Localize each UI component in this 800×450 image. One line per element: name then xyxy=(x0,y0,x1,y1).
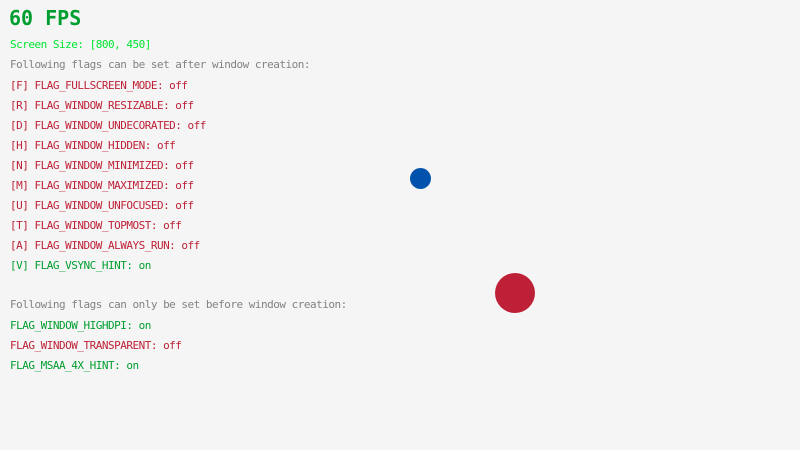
flag-window-always-run: [A] FLAG_WINDOW_ALWAYS_RUN: off xyxy=(10,239,200,252)
flag-window-highdpi: FLAG_WINDOW_HIGHDPI: on xyxy=(10,319,151,332)
blue-ball xyxy=(410,168,431,189)
section-heading-after-creation: Following flags can be set after window … xyxy=(10,58,311,71)
flag-window-maximized: [M] FLAG_WINDOW_MAXIMIZED: off xyxy=(10,179,194,192)
red-ball xyxy=(495,273,535,313)
flag-window-unfocused: [U] FLAG_WINDOW_UNFOCUSED: off xyxy=(10,199,194,212)
flag-fullscreen-mode: [F] FLAG_FULLSCREEN_MODE: off xyxy=(10,79,188,92)
flag-window-undecorated: [D] FLAG_WINDOW_UNDECORATED: off xyxy=(10,119,206,132)
section-heading-before-creation: Following flags can only be set before w… xyxy=(10,298,347,311)
flag-window-hidden: [H] FLAG_WINDOW_HIDDEN: off xyxy=(10,139,176,152)
flag-vsync-hint: [V] FLAG_VSYNC_HINT: on xyxy=(10,259,151,272)
flag-window-resizable: [R] FLAG_WINDOW_RESIZABLE: off xyxy=(10,99,194,112)
flag-msaa-4x-hint: FLAG_MSAA_4X_HINT: on xyxy=(10,359,139,372)
flag-window-minimized: [N] FLAG_WINDOW_MINIMIZED: off xyxy=(10,159,194,172)
screen-size-label: Screen Size: [800, 450] xyxy=(10,38,151,51)
flag-window-transparent: FLAG_WINDOW_TRANSPARENT: off xyxy=(10,339,182,352)
flag-window-topmost: [T] FLAG_WINDOW_TOPMOST: off xyxy=(10,219,182,232)
fps-counter: 60 FPS xyxy=(9,6,82,30)
